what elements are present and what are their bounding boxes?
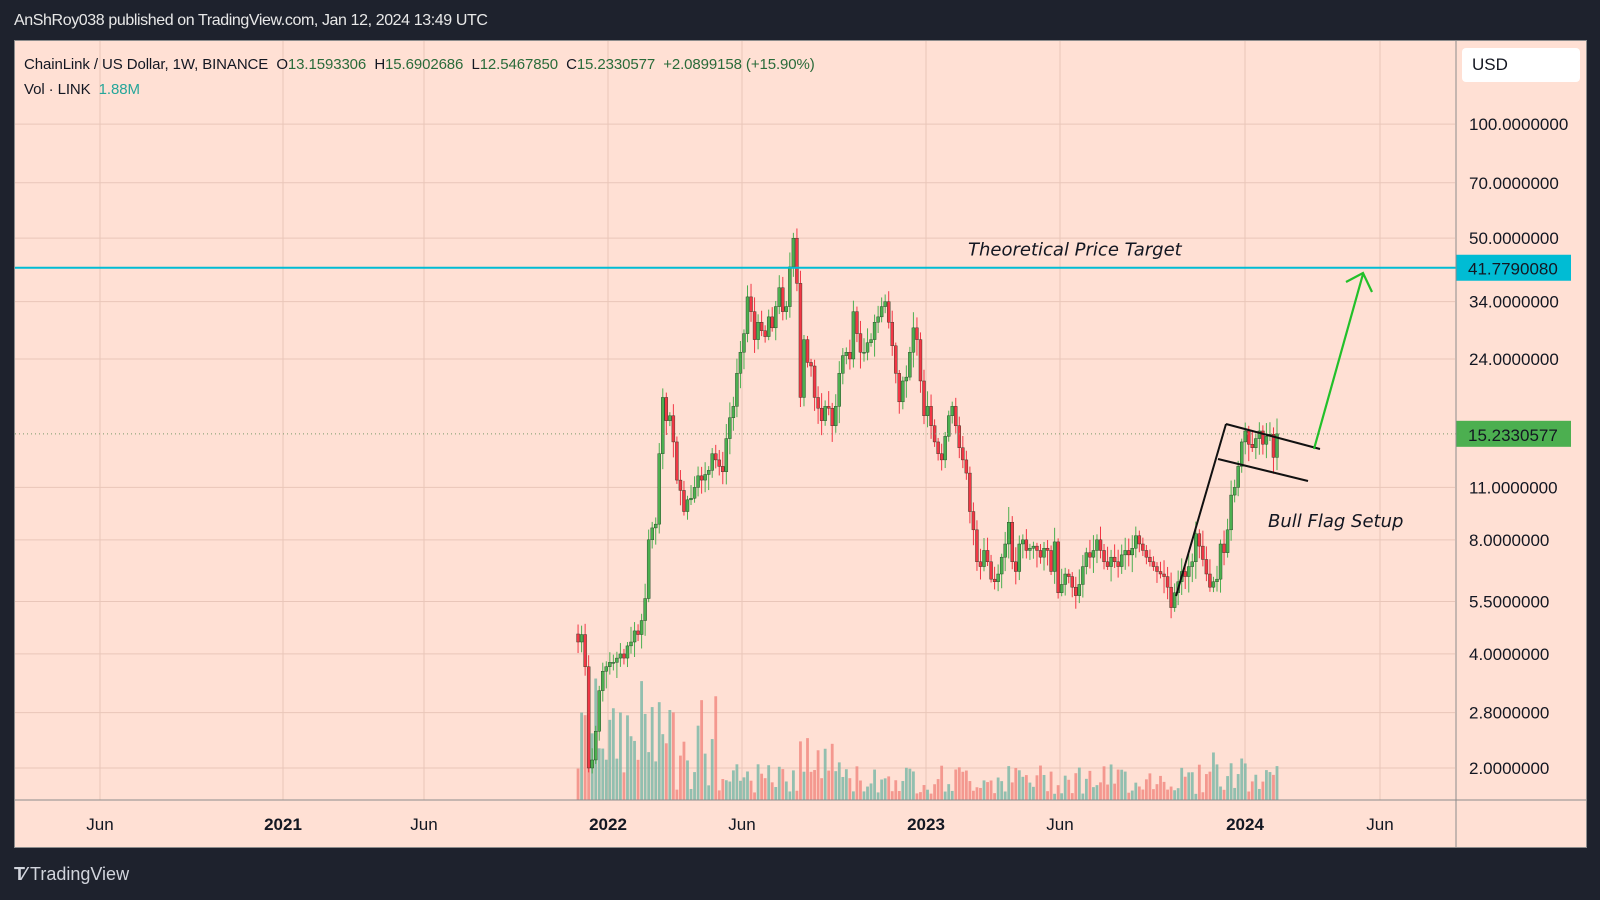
high-label: H — [374, 56, 386, 73]
price-tick-label: 50.0000000 — [1469, 229, 1559, 248]
price-tick-label: 70.0000000 — [1469, 174, 1559, 193]
time-tick-label: Jun — [1366, 815, 1393, 834]
volume-value: 1.88M — [98, 81, 140, 98]
time-tick-label: Jun — [1046, 815, 1073, 834]
time-tick-label: 2021 — [264, 815, 302, 834]
pattern-annotation: Bull Flag Setup — [1268, 511, 1403, 532]
drawings: 41.7790080 Theoretical Price Target 15.233… — [15, 240, 1571, 597]
svg-text:41.7790080: 41.7790080 — [1468, 260, 1558, 279]
axes: 100.0000000 70.0000000 50.0000000 34.000000… — [15, 41, 1587, 847]
grid-lines — [15, 41, 1455, 800]
price-tick-label: 24.0000000 — [1469, 350, 1559, 369]
price-tick-label: 4.0000000 — [1469, 645, 1549, 664]
close-label: C — [566, 56, 577, 73]
volume-bars — [576, 678, 1279, 800]
legend-ohlc-row: ChainLink / US Dollar, 1W, BINANCE O13.1… — [24, 52, 815, 77]
time-tick-label: Jun — [410, 815, 437, 834]
open-value: 13.1593306 — [287, 56, 367, 73]
price-tick-label: 2.8000000 — [1469, 704, 1549, 723]
chart-legend: ChainLink / US Dollar, 1W, BINANCE O13.1… — [24, 52, 815, 102]
time-tick-label: 2022 — [589, 815, 627, 834]
price-tick-label: 2.0000000 — [1469, 759, 1549, 778]
change-value: +2.0899158 (+15.90%) — [663, 56, 815, 73]
tradingview-logo-icon: T⁄ — [14, 864, 26, 884]
price-candles — [576, 228, 1279, 774]
svg-text:15.2330577: 15.2330577 — [1468, 426, 1558, 445]
chart-frame[interactable] — [14, 40, 1587, 848]
publisher-line: AnShRoy038 published on TradingView.com,… — [14, 12, 488, 29]
symbol-name[interactable]: ChainLink / US Dollar, 1W, BINANCE — [24, 56, 269, 73]
currency-selector[interactable]: USD — [1462, 48, 1580, 82]
last-price-badge — [1456, 420, 1571, 447]
open-label: O — [276, 56, 288, 73]
close-value: 15.2330577 — [576, 56, 656, 73]
low-label: L — [471, 56, 480, 73]
tradingview-logo[interactable]: T⁄ TradingView — [14, 864, 129, 885]
price-tick-label: 100.0000000 — [1469, 115, 1568, 134]
time-tick-label: 2024 — [1226, 815, 1264, 834]
high-value: 15.6902686 — [385, 56, 464, 73]
price-tick-label: 5.5000000 — [1469, 592, 1549, 611]
brand-name: TradingView — [30, 864, 130, 884]
time-tick-label: Jun — [728, 815, 755, 834]
low-value: 12.5467850 — [479, 56, 558, 73]
legend-volume-row: Vol · LINK 1.88M — [24, 77, 815, 102]
target-annotation: Theoretical Price Target — [968, 240, 1183, 261]
price-tick-label: 8.0000000 — [1469, 531, 1549, 550]
volume-label[interactable]: Vol · LINK — [24, 81, 91, 98]
price-tick-label: 34.0000000 — [1469, 293, 1559, 312]
target-price-badge — [1456, 254, 1571, 281]
time-tick-label: Jun — [86, 815, 113, 834]
price-tick-label: 11.0000000 — [1469, 478, 1558, 497]
time-tick-label: 2023 — [907, 815, 945, 834]
